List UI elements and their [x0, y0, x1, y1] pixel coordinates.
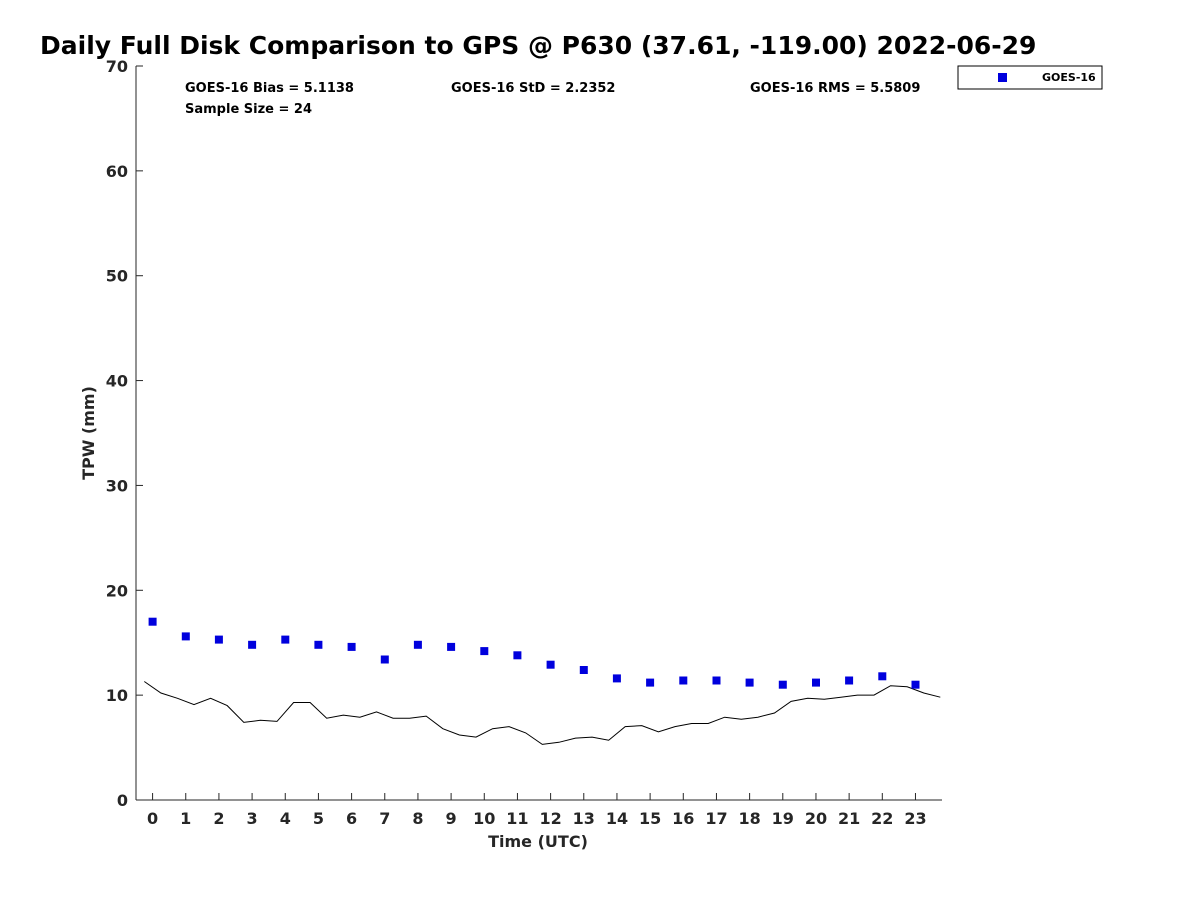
data-point — [380, 655, 389, 664]
x-tick-label: 20 — [805, 809, 827, 828]
stats-annotations: GOES-16 Bias = 5.1138 GOES-16 StD = 2.23… — [185, 81, 920, 117]
x-tick-label: 11 — [506, 809, 528, 828]
x-tick-label: 23 — [904, 809, 926, 828]
data-point — [911, 680, 920, 689]
data-point — [480, 647, 489, 656]
data-point — [447, 642, 456, 651]
data-point — [347, 642, 356, 651]
goes-16-series — [148, 617, 920, 689]
y-tick-label: 20 — [106, 581, 128, 600]
x-tick-label: 14 — [606, 809, 628, 828]
chart-title: Daily Full Disk Comparison to GPS @ P630… — [40, 31, 1036, 60]
x-tick-label: 4 — [280, 809, 291, 828]
data-point — [214, 635, 223, 644]
y-tick-label: 70 — [106, 57, 128, 76]
data-point — [845, 676, 854, 685]
y-axis-label: TPW (mm) — [79, 386, 98, 480]
x-tick-label: 8 — [412, 809, 423, 828]
x-tick-label: 2 — [213, 809, 224, 828]
x-tick-label: 1 — [180, 809, 191, 828]
stat-rms: GOES-16 RMS = 5.5809 — [750, 81, 920, 96]
x-tick-label: 6 — [346, 809, 357, 828]
data-point — [812, 678, 820, 687]
data-point — [281, 635, 290, 644]
data-point — [148, 617, 157, 626]
y-tick-label: 10 — [106, 686, 128, 705]
legend-marker-square — [998, 73, 1007, 82]
x-tick-label: 18 — [738, 809, 760, 828]
x-axis-label: Time (UTC) — [488, 832, 588, 851]
x-tick-label: 0 — [147, 809, 158, 828]
reference-line — [144, 681, 941, 745]
data-point — [679, 676, 688, 685]
stat-std: GOES-16 StD = 2.2352 — [451, 81, 615, 96]
data-point — [579, 666, 588, 674]
y-tick-label: 60 — [106, 162, 128, 181]
x-tick-label: 15 — [639, 809, 661, 828]
legend: GOES-16 — [957, 65, 1103, 90]
x-tick-label: 16 — [672, 809, 694, 828]
stat-bias: GOES-16 Bias = 5.1138 — [185, 81, 354, 96]
x-tick-label: 5 — [313, 809, 324, 828]
y-axis: 0 10 20 30 40 50 60 70 — [106, 57, 143, 810]
x-tick-label: 7 — [379, 809, 390, 828]
x-tick-label: 13 — [573, 809, 595, 828]
x-tick-label: 12 — [539, 809, 561, 828]
data-point — [612, 674, 621, 683]
y-tick-label: 0 — [117, 791, 128, 810]
data-point — [712, 676, 721, 685]
data-point — [745, 678, 754, 687]
y-tick-label: 30 — [106, 476, 128, 495]
plot-area — [135, 66, 942, 801]
reference-line-series — [144, 681, 941, 745]
data-point — [413, 640, 422, 649]
data-point — [513, 651, 522, 660]
x-tick-label: 19 — [772, 809, 794, 828]
data-point — [646, 678, 655, 687]
x-tick-label: 9 — [446, 809, 457, 828]
y-tick-label: 50 — [106, 267, 128, 286]
data-point — [778, 680, 787, 689]
x-axis: 0 1 2 3 4 5 6 7 8 9 10 11 12 13 14 15 16 17 18 19 20 21 22 23 — [147, 793, 927, 828]
data-point — [314, 640, 323, 649]
y-tick-label: 40 — [106, 372, 128, 391]
x-tick-label: 3 — [247, 809, 258, 828]
legend-label-goes-16: GOES-16 — [1042, 71, 1096, 84]
x-tick-label: 22 — [871, 809, 893, 828]
stat-sample-size: Sample Size = 24 — [185, 102, 312, 117]
data-point — [546, 660, 555, 669]
x-tick-label: 17 — [705, 809, 727, 828]
x-tick-label: 10 — [473, 809, 495, 828]
x-tick-label: 21 — [838, 809, 860, 828]
data-point — [181, 632, 190, 641]
data-point — [248, 640, 257, 649]
data-point — [878, 672, 887, 681]
legend-box — [957, 65, 1103, 90]
